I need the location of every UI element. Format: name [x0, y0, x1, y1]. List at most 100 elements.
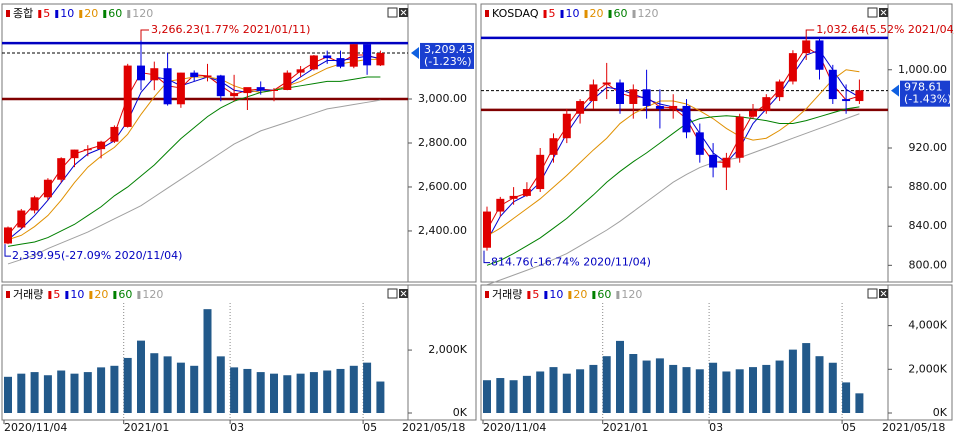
price-pointer: [891, 84, 899, 97]
y-tick-label: 920.00: [909, 141, 948, 154]
maximize-button[interactable]: [867, 7, 878, 18]
legend-swatch: [616, 291, 620, 299]
legend-label: 20: [573, 288, 587, 301]
panel-title: 거래량: [492, 288, 522, 301]
candle-body: [589, 84, 598, 102]
legend-swatch: [113, 291, 117, 299]
volume-bar: [483, 380, 491, 413]
volume-bar: [17, 373, 26, 413]
volume-bar: [43, 375, 52, 413]
close-icon: [880, 9, 887, 16]
moving-average: [7, 99, 381, 265]
candle-body: [123, 65, 132, 127]
candle-body: [309, 55, 318, 70]
volume-bar: [296, 373, 305, 413]
volume-bar: [576, 369, 585, 413]
candle-body: [176, 72, 185, 105]
legend-label: 20: [590, 7, 604, 20]
volume-bar: [283, 375, 292, 413]
volume-bar: [176, 362, 185, 413]
candle-body: [762, 97, 771, 111]
price-pointer: [411, 46, 419, 59]
volume-bar: [190, 365, 199, 413]
maximize-button[interactable]: [387, 7, 398, 18]
candle-body: [110, 126, 119, 142]
volume-bar: [270, 373, 278, 413]
candle-body: [190, 72, 199, 78]
high-marker: [805, 29, 815, 38]
y-tick-label: 2,800.00: [418, 136, 467, 149]
volume-bar: [496, 378, 505, 413]
legend-swatch: [55, 10, 59, 18]
candle-body: [735, 116, 744, 158]
y-tick-label: 880.00: [909, 180, 948, 193]
maximize-button[interactable]: [867, 288, 878, 299]
volume-bar: [83, 372, 92, 413]
volume-bar: [376, 381, 385, 413]
volume-bar: [788, 349, 797, 413]
volume-bar: [842, 382, 851, 413]
candle-body: [855, 90, 864, 102]
legend-swatch: [127, 10, 131, 18]
y-tick-label: 0K: [933, 406, 948, 419]
volume-bar: [309, 372, 318, 413]
volume-bar: [110, 365, 119, 413]
candle-body: [682, 105, 691, 133]
last-change: (-1.23%): [424, 55, 472, 68]
title-icon: [485, 291, 489, 298]
candle-body: [4, 227, 12, 244]
volume-bar: [762, 364, 771, 413]
volume-bar: [549, 367, 558, 413]
volume-bar: [163, 356, 172, 413]
volume-bar: [30, 372, 39, 413]
candle-body: [323, 55, 332, 59]
legend-label: 120: [621, 288, 642, 301]
legend-label: 20: [94, 288, 108, 301]
volume-bar: [602, 356, 611, 413]
panel-title: 종합: [13, 7, 33, 20]
candle-body: [562, 113, 571, 139]
legend-swatch: [543, 10, 547, 18]
y-tick-label: 2,600.00: [418, 180, 467, 193]
volume-bar: [57, 370, 66, 413]
candle-body: [749, 110, 757, 117]
candle-body: [283, 72, 292, 90]
y-tick-label: 2,000K: [428, 343, 467, 356]
x-tick-label: 05: [842, 421, 856, 434]
legend-label: 10: [60, 7, 74, 20]
volume-bar: [137, 340, 145, 413]
candle-body: [815, 40, 824, 70]
x-tick-label: 03: [709, 421, 723, 434]
legend-label: 120: [142, 288, 163, 301]
volume-bar: [775, 360, 784, 413]
high-annotation: 1,032.64(5.52% 2021/04/19): [816, 23, 954, 36]
legend-swatch: [584, 10, 588, 18]
candle-body: [83, 149, 92, 151]
legend-label: 20: [84, 7, 98, 20]
volume-bar: [709, 362, 718, 413]
candle-body: [695, 132, 704, 155]
candle-body: [349, 44, 358, 67]
volume-bar: [243, 368, 252, 413]
volume-bar: [70, 373, 79, 413]
volume-bar: [749, 367, 757, 413]
legend-swatch: [632, 10, 636, 18]
x-tick-label: 2021/01: [603, 421, 649, 434]
candle-body: [775, 81, 784, 98]
volume-bar: [363, 362, 372, 413]
last-price: 978.61: [904, 81, 943, 94]
volume-bar: [669, 364, 678, 413]
y-tick-label: 0K: [453, 406, 468, 419]
volume-bar: [855, 393, 864, 413]
candle-body: [243, 87, 252, 94]
volume-bar: [815, 356, 824, 413]
panel-title: 거래량: [13, 288, 43, 301]
legend-label: 10: [566, 7, 580, 20]
y-tick-label: 3,000.00: [418, 92, 467, 105]
candle-body: [97, 141, 106, 150]
y-tick-label: 4,000K: [908, 319, 947, 332]
legend-label: 5: [43, 7, 50, 20]
maximize-button[interactable]: [387, 288, 398, 299]
candle-body: [616, 82, 624, 104]
candle-body: [602, 82, 611, 85]
